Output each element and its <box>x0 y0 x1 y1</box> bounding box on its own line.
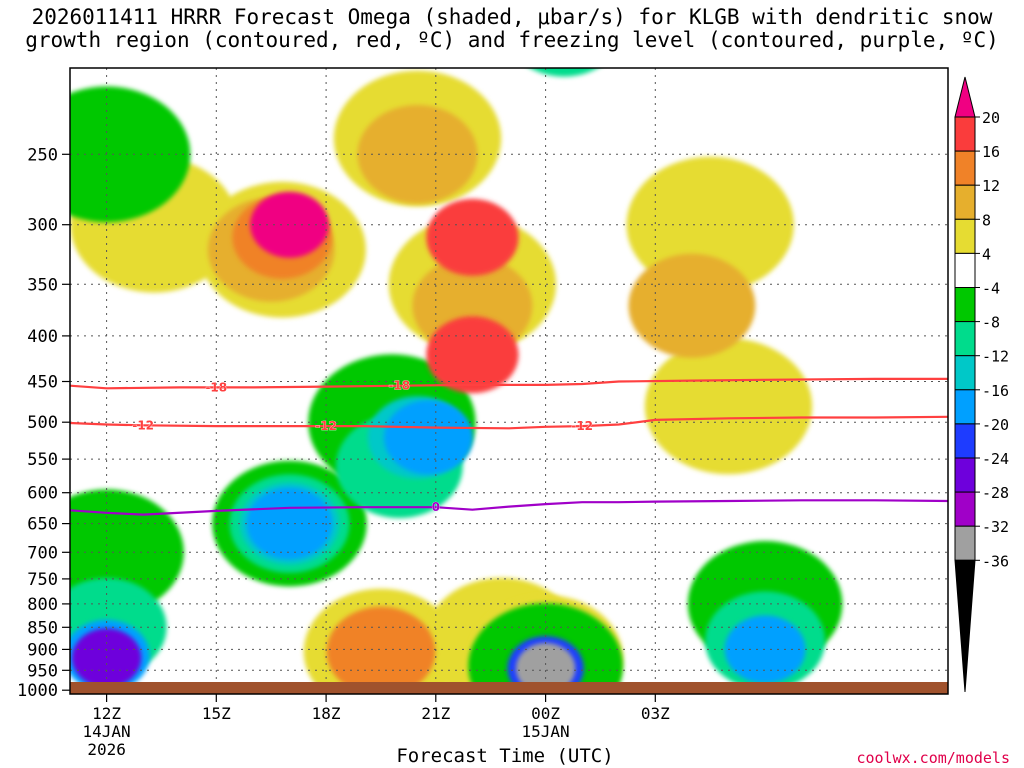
colorbar-label-12: -32 <box>982 518 1009 536</box>
source-credit: coolwx.com/models <box>856 749 1010 767</box>
chart-title-line1: 2026011411 HRRR Forecast Omega (shaded, … <box>31 5 993 29</box>
colorbar-bottom-arrow <box>954 559 976 693</box>
colorbar-cell-2 <box>954 184 976 220</box>
colorbar-cell-6 <box>954 321 976 357</box>
ground-surface <box>70 682 948 694</box>
colorbar-label-9: -20 <box>982 416 1009 434</box>
contour-line-1 <box>70 415 948 430</box>
y-tick-label-600: 600 <box>27 484 58 504</box>
contour-label-1-2: -12 <box>571 419 593 433</box>
contour-line-0 <box>70 377 948 390</box>
colorbar-label-4: 4 <box>982 245 991 263</box>
omega-shading <box>70 68 948 694</box>
colorbar-label-8: -16 <box>982 382 1009 400</box>
colorbar-cell-3 <box>954 218 976 254</box>
x-tick-label-24-0: 00Z <box>531 704 560 723</box>
y-tick-label-1000: 1000 <box>17 681 58 701</box>
y-tick-label-700: 700 <box>27 543 58 563</box>
colorbar-cell-8 <box>954 389 976 425</box>
omega-cell-31 <box>384 400 473 475</box>
y-tick-label-250: 250 <box>27 145 58 165</box>
omega-cell-34 <box>724 615 806 684</box>
omega-cell-20 <box>357 105 478 204</box>
colorbar-cell-12 <box>954 525 976 561</box>
colorbar-label-0: 20 <box>982 109 1000 127</box>
colorbar-label-13: -36 <box>982 552 1009 570</box>
y-tick-label-550: 550 <box>27 450 58 470</box>
y-tick-label-300: 300 <box>27 216 58 236</box>
colorbar-cell-9 <box>954 423 976 459</box>
x-tick-label-12-0: 12Z <box>92 704 121 723</box>
y-tick-label-850: 850 <box>27 618 58 638</box>
colorbar-label-6: -8 <box>982 314 1000 332</box>
colorbar-label-7: -12 <box>982 348 1009 366</box>
colorbar-cell-1 <box>954 150 976 186</box>
omega-cell-35 <box>250 191 329 258</box>
y-tick-label-350: 350 <box>27 275 58 295</box>
colorbar-label-11: -28 <box>982 484 1009 502</box>
y-tick-label-650: 650 <box>27 515 58 535</box>
x-tick-label-24-1: 15JAN <box>522 722 570 741</box>
colorbar-label-1: 16 <box>982 143 1000 161</box>
omega-cell-38 <box>515 642 576 694</box>
contour-line-2 <box>70 499 948 516</box>
y-tick-label-900: 900 <box>27 640 58 660</box>
colorbar-cell-5 <box>954 287 976 323</box>
y-tick-label-400: 400 <box>27 327 58 347</box>
colorbar-cell-11 <box>954 491 976 527</box>
contour-label-0-0: -18 <box>205 380 227 394</box>
chart-title-line2: growth region (contoured, red, ºC) and f… <box>25 28 999 52</box>
omega-cell-7 <box>70 86 191 223</box>
colorbar-label-5: -4 <box>982 280 1000 298</box>
contour-label-2-0: 0 <box>432 500 440 514</box>
colorbar-cell-4 <box>954 252 976 288</box>
omega-cell-12 <box>559 68 568 69</box>
y-tick-label-750: 750 <box>27 570 58 590</box>
y-tick-label-800: 800 <box>27 595 58 615</box>
colorbar-label-10: -24 <box>982 450 1009 468</box>
omega-cell-29 <box>426 199 519 276</box>
x-tick-label-12-1: 14JAN <box>83 722 131 741</box>
colorbar-label-2: 12 <box>982 177 1000 195</box>
contour-label-1-1: -12 <box>315 419 337 433</box>
omega-cell-22 <box>530 68 598 77</box>
omega-cell-32 <box>246 487 333 560</box>
x-axis-title: Forecast Time (UTC) <box>396 745 614 767</box>
y-tick-label-950: 950 <box>27 661 58 681</box>
x-tick-label-18-0: 18Z <box>312 704 341 723</box>
colorbar-label-3: 8 <box>982 211 991 229</box>
omega-cell-17 <box>628 253 756 358</box>
x-tick-label-27-0: 03Z <box>641 704 670 723</box>
x-tick-label-21-0: 21Z <box>421 704 450 723</box>
colorbar-top-arrow <box>954 76 976 118</box>
colorbar-cell-7 <box>954 355 976 391</box>
colorbar-cell-0 <box>954 116 976 152</box>
temperature-contours: -18 -18 -12 -12 -12 0 <box>70 377 948 516</box>
x-tick-label-15-0: 15Z <box>202 704 231 723</box>
omega-cell-25 <box>326 606 436 694</box>
y-tick-label-450: 450 <box>27 373 58 393</box>
y-tick-label-500: 500 <box>27 413 58 433</box>
omega-cell-4 <box>644 338 813 475</box>
colorbar-cell-10 <box>954 457 976 493</box>
contour-label-0-1: -18 <box>388 379 410 393</box>
chart-title: 2026011411 HRRR Forecast Omega (shaded, … <box>0 6 1024 52</box>
colorbar: 20 16 12 8 4 -4 -8 -12 -16 -20 -24 -28 -32 -36 <box>954 76 1009 693</box>
y-axis: 2503003504004505005506006507007508008509… <box>17 145 70 701</box>
x-tick-label-12-2: 2026 <box>87 740 126 759</box>
contour-label-1-0: -12 <box>132 418 154 432</box>
